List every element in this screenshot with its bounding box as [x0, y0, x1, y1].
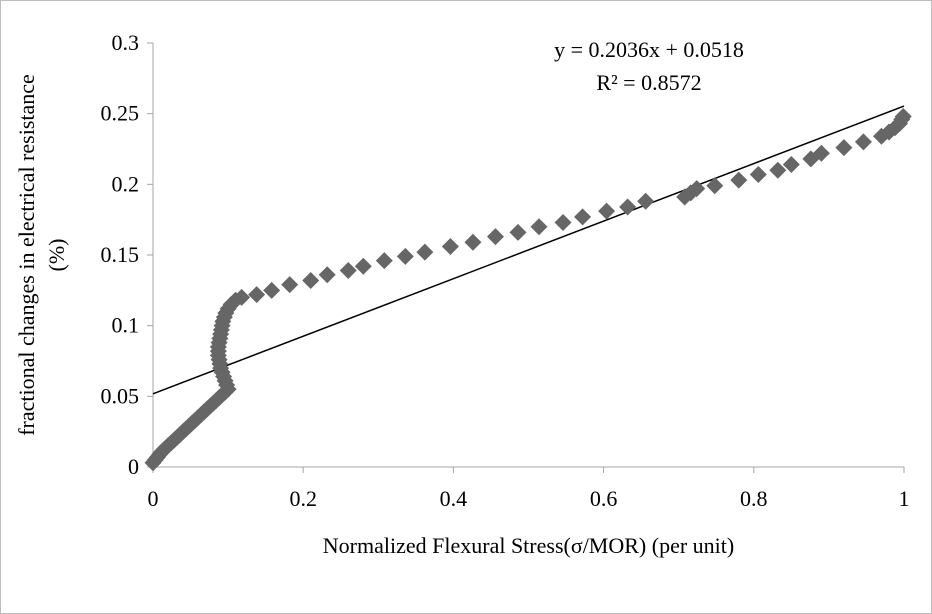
data-point — [233, 288, 251, 306]
data-point — [530, 218, 548, 236]
data-point — [598, 202, 616, 220]
data-point — [730, 171, 748, 189]
data-point — [509, 223, 527, 241]
data-point — [688, 180, 706, 198]
x-tick-label: 0.6 — [590, 486, 618, 511]
trendline-r-squared: R² = 0.8572 — [596, 70, 701, 95]
data-point — [441, 238, 459, 256]
x-axis-title: Normalized Flexural Stress(σ/MOR) (per u… — [323, 533, 734, 558]
data-point — [894, 107, 912, 125]
data-point — [574, 208, 592, 226]
data-point — [486, 228, 504, 246]
data-point — [554, 213, 572, 231]
y-tick-label: 0.05 — [101, 383, 140, 408]
y-tick-label: 0.1 — [112, 313, 140, 338]
data-point — [706, 177, 724, 195]
trendline — [152, 105, 905, 395]
data-point — [835, 139, 853, 157]
y-tick-label: 0.3 — [112, 30, 140, 55]
x-tick-label: 1 — [899, 486, 910, 511]
data-point — [302, 271, 320, 289]
y-axis-title-line-2: (%) — [44, 239, 69, 272]
y-axis-title-line-1: fractional changes in electrical resista… — [14, 74, 39, 436]
data-point — [281, 276, 299, 294]
y-tick-label: 0 — [128, 454, 139, 479]
data-points — [144, 107, 912, 472]
data-point — [416, 243, 434, 261]
data-point — [854, 133, 872, 151]
data-point — [318, 266, 336, 284]
x-tick-label: 0.4 — [440, 486, 468, 511]
data-point — [782, 156, 800, 174]
x-tick-label: 0.2 — [289, 486, 317, 511]
y-ticks: 0 0.05 0.1 0.15 0.2 0.25 0.3 — [101, 30, 153, 479]
y-tick-label: 0.15 — [101, 242, 140, 267]
x-ticks: 0 0.2 0.4 0.6 0.8 1 — [148, 467, 910, 511]
data-point — [396, 247, 414, 265]
trendline-equation: y = 0.2036x + 0.0518 — [554, 37, 744, 62]
plot-area: 0 0.2 0.4 0.6 0.8 1 0 0.05 0.1 0.15 0.2 0.25 0.3 — [101, 30, 912, 511]
x-tick-label: 0.8 — [740, 486, 768, 511]
data-point — [263, 281, 281, 299]
data-point — [339, 262, 357, 280]
data-point — [354, 257, 372, 275]
x-tick-label: 0 — [148, 486, 159, 511]
data-point — [812, 144, 830, 162]
data-point — [749, 165, 767, 183]
data-point — [464, 233, 482, 251]
data-point — [375, 252, 393, 270]
data-point — [769, 161, 787, 179]
data-point — [619, 198, 637, 216]
data-point — [637, 192, 655, 210]
y-tick-label: 0.25 — [101, 101, 140, 126]
y-tick-label: 0.2 — [112, 171, 140, 196]
data-point — [248, 286, 266, 304]
